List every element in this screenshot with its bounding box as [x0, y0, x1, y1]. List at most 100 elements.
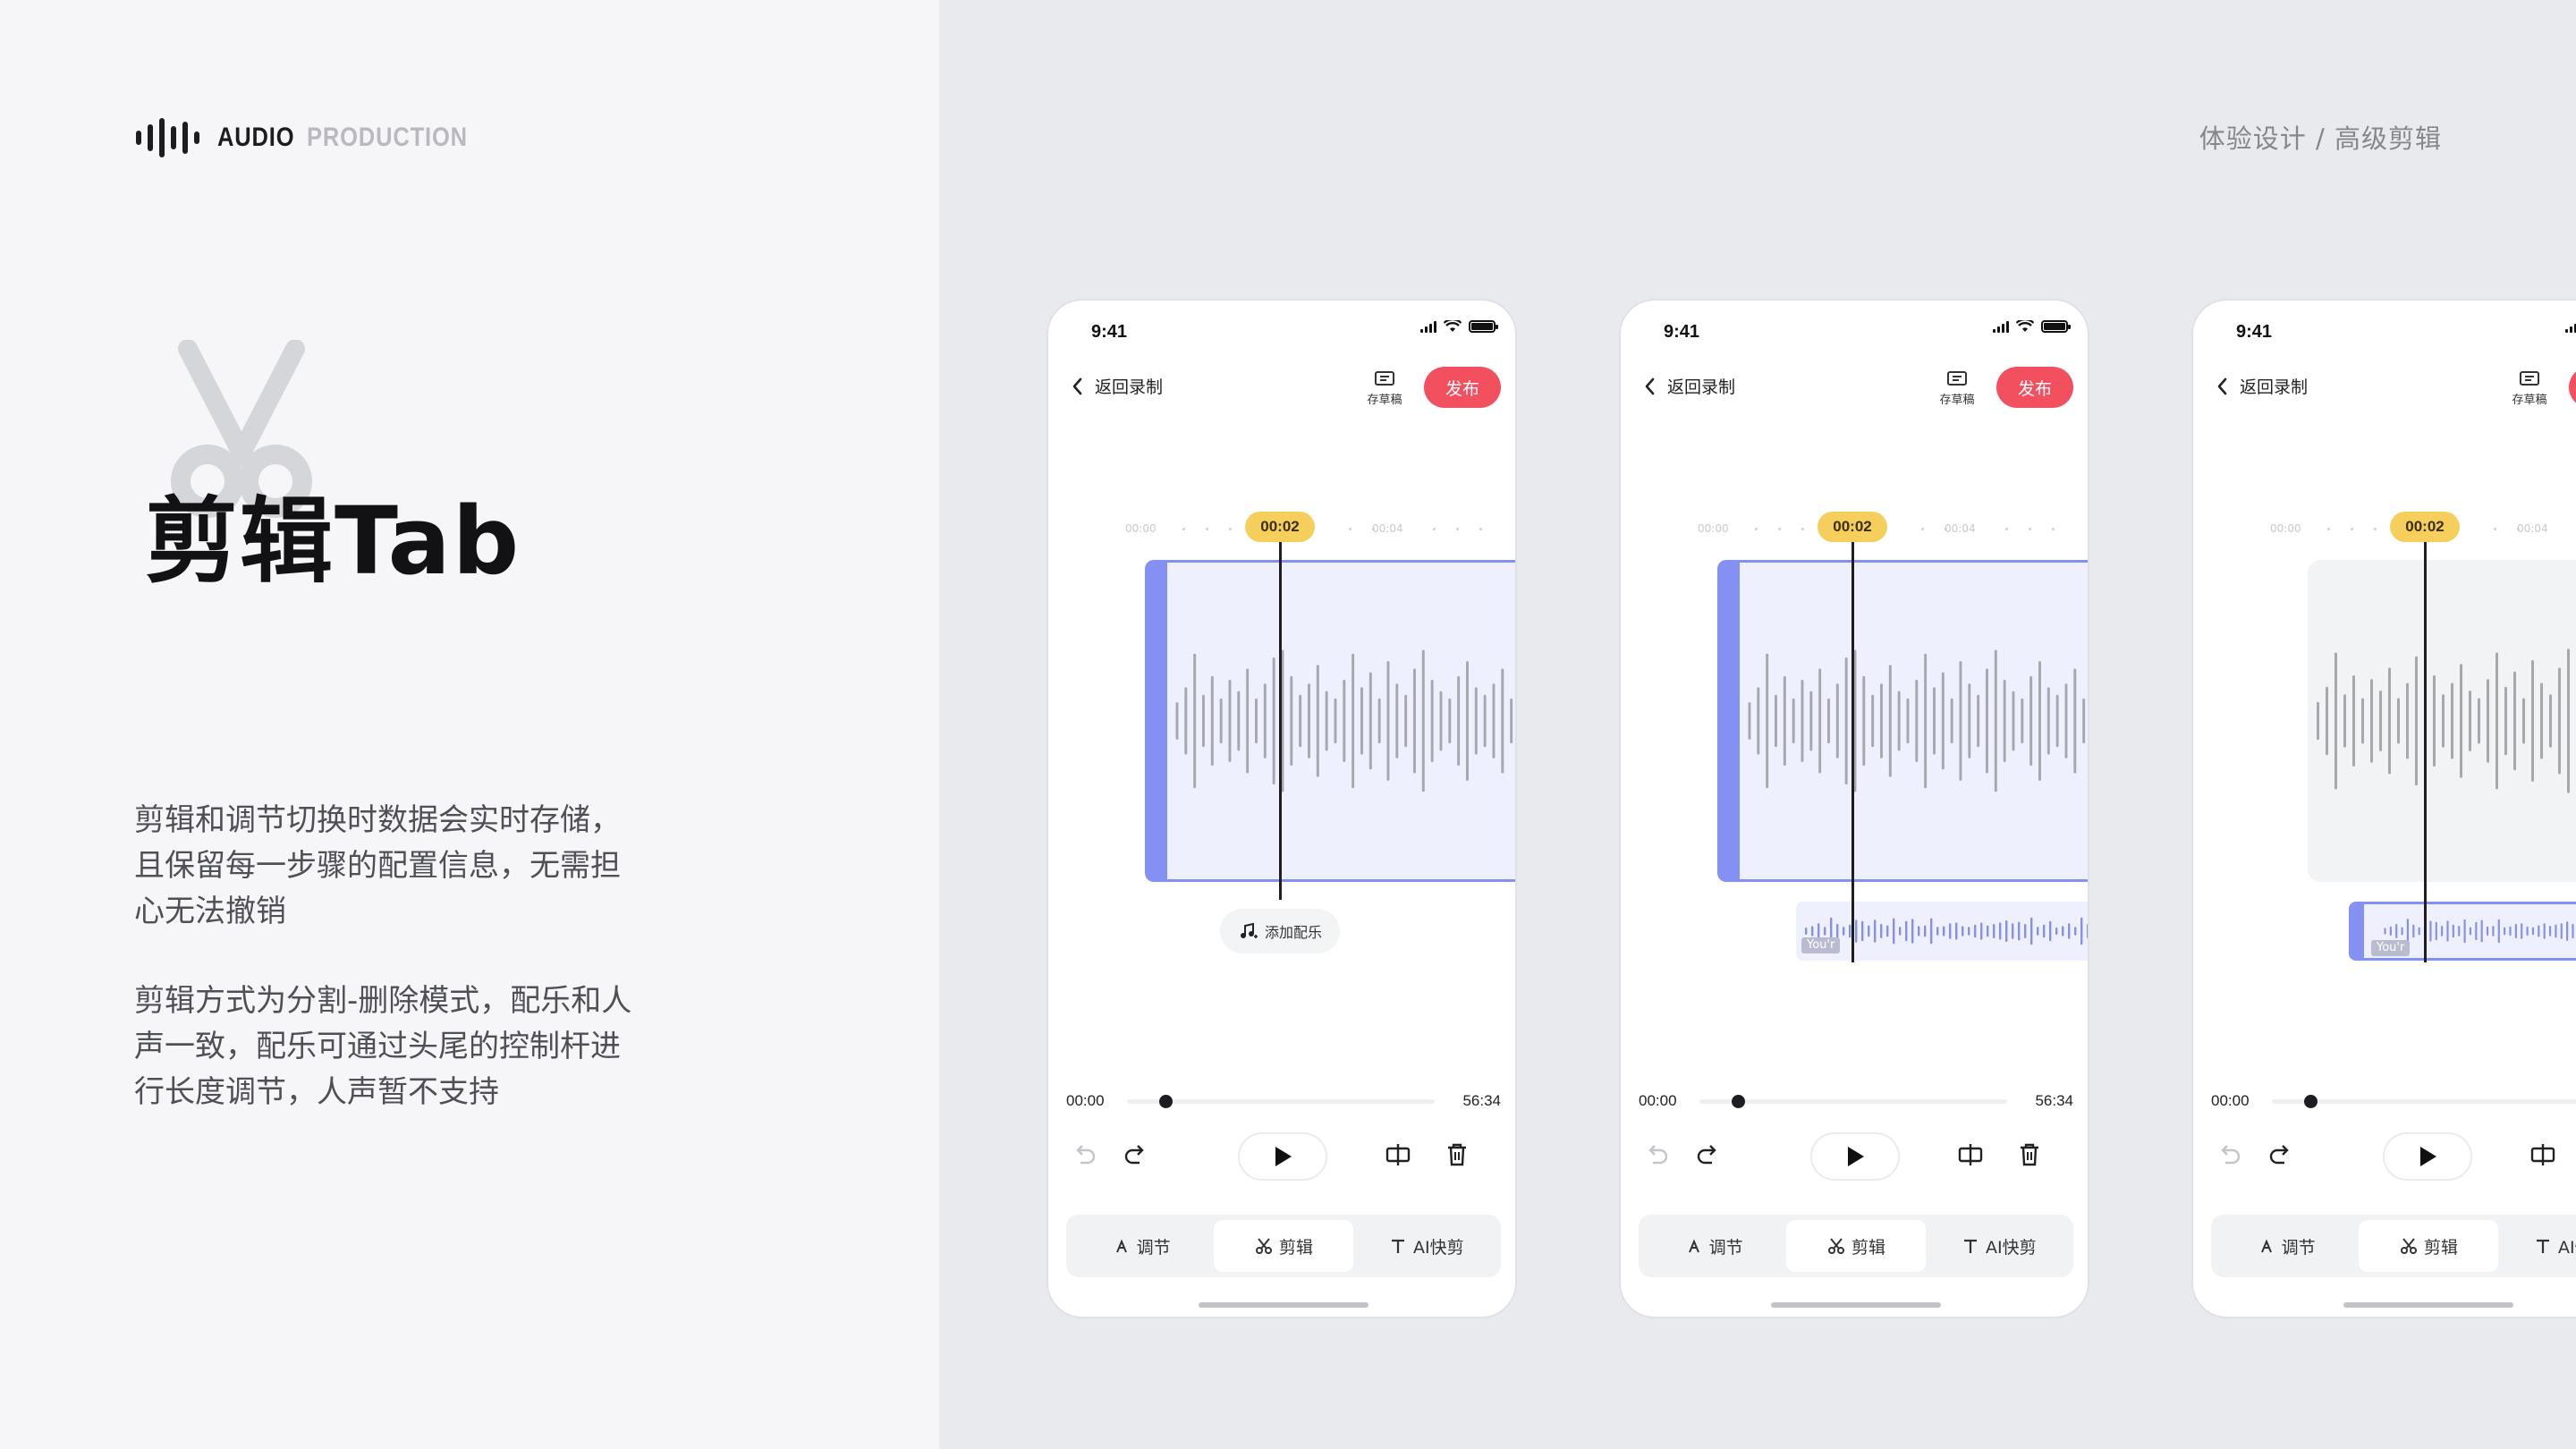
draft-icon [2520, 371, 2539, 386]
mode-tabs: 调节 剪辑 AI快剪 [2211, 1215, 2576, 1277]
draft-label: 存草稿 [2512, 394, 2547, 407]
voice-clip[interactable] [1145, 560, 1515, 882]
delete-icon[interactable] [1442, 1140, 1472, 1170]
ruler-tick: 00:00 [2270, 522, 2301, 535]
tab-adjust[interactable]: 调节 [1644, 1220, 1783, 1272]
clip-handle[interactable] [1148, 563, 1167, 879]
draft-icon [1375, 371, 1394, 386]
clip-handle[interactable] [1720, 563, 1740, 879]
split-icon[interactable] [1383, 1140, 1413, 1170]
breadcrumb: 体验设计 / 高级剪辑 [2199, 123, 2442, 154]
playhead-line[interactable] [1852, 542, 1854, 962]
play-button[interactable] [1810, 1132, 1900, 1181]
wifi-icon [1444, 320, 1462, 332]
progress-bar[interactable]: 00:00 56:34 [2211, 1088, 2576, 1114]
battery-icon [1469, 320, 1498, 333]
adjust-icon [2260, 1239, 2272, 1253]
publish-button[interactable]: 发布 [1996, 367, 2073, 408]
tab-adjust[interactable]: 调节 [1072, 1220, 1210, 1272]
status-bar: 9:41 [1048, 301, 1515, 365]
time-ruler: 00:00 00:04 [2193, 515, 2576, 542]
save-draft-button[interactable]: 存草稿 [1936, 370, 1979, 407]
status-time: 9:41 [1664, 322, 1700, 342]
save-draft-button[interactable]: 存草稿 [2508, 370, 2551, 407]
undo-icon[interactable] [1642, 1140, 1673, 1170]
playhead-line[interactable] [2424, 542, 2427, 962]
split-icon[interactable] [2528, 1140, 2558, 1170]
home-indicator [1771, 1302, 1941, 1308]
back-button[interactable]: 返回录制 [1070, 374, 1163, 398]
publish-button[interactable]: 发布 [2569, 367, 2576, 408]
playhead-time[interactable]: 00:02 [2390, 512, 2460, 542]
delete-icon[interactable] [2014, 1140, 2045, 1170]
scissors-icon [2400, 1238, 2417, 1254]
draft-icon [1947, 371, 1967, 386]
redo-icon[interactable] [1120, 1140, 1150, 1170]
mode-tabs: 调节 剪辑 AI快剪 [1066, 1215, 1501, 1277]
music-track[interactable]: You'r [2349, 902, 2576, 961]
undo-icon[interactable] [2215, 1140, 2245, 1170]
tab-adjust[interactable]: 调节 [2216, 1220, 2355, 1272]
undo-icon[interactable] [1070, 1140, 1100, 1170]
text-icon [1392, 1239, 1405, 1253]
redo-icon[interactable] [1692, 1140, 1723, 1170]
navbar: 返回录制 存草稿 发布 [2193, 363, 2576, 417]
phone-screen-1: 9:41 返回录制 存草稿 发布 00:00 00:04 00:02 添加配乐 [1046, 299, 1517, 1318]
music-waveform [2384, 919, 2574, 944]
time-ruler: 00:00 00:04 [1621, 515, 2088, 542]
home-indicator [2343, 1302, 2513, 1308]
progress-bar[interactable]: 00:00 56:34 [1639, 1088, 2073, 1114]
music-note-icon [1241, 922, 1258, 938]
progress-knob[interactable] [1732, 1095, 1745, 1108]
play-button[interactable] [2383, 1132, 2472, 1181]
back-button[interactable]: 返回录制 [2215, 374, 2308, 398]
mode-tabs: 调节 剪辑 AI快剪 [1639, 1215, 2073, 1277]
track-tag: You'r [2371, 940, 2411, 956]
edit-controls [1048, 1123, 1515, 1186]
phone-screen-2: 9:41 返回录制 存草稿 发布 00:00 00:04 00:02 You'r [1619, 299, 2089, 1318]
split-icon[interactable] [1955, 1140, 1986, 1170]
brand-secondary: PRODUCTION [306, 123, 468, 152]
home-indicator [1199, 1302, 1368, 1308]
progress-end: 56:34 [1462, 1092, 1501, 1109]
progress-start: 00:00 [1066, 1092, 1105, 1109]
voice-waveform [1175, 649, 1513, 792]
chevron-left-icon [1645, 377, 1655, 394]
playhead-time[interactable]: 00:02 [1818, 512, 1887, 542]
redo-icon[interactable] [2265, 1140, 2295, 1170]
play-icon [1275, 1147, 1292, 1166]
publish-button[interactable]: 发布 [1424, 367, 1501, 408]
battery-icon [2041, 320, 2071, 333]
status-time: 9:41 [1091, 322, 1128, 342]
tab-ai-edit[interactable]: AI快剪 [1929, 1220, 2068, 1272]
progress-bar[interactable]: 00:00 56:34 [1066, 1088, 1501, 1114]
ruler-tick: 00:00 [1698, 522, 1729, 535]
progress-knob[interactable] [2304, 1095, 2318, 1108]
navbar: 返回录制 存草稿 发布 [1621, 363, 2088, 417]
waveform-icon [136, 118, 199, 157]
save-draft-button[interactable]: 存草稿 [1363, 370, 1406, 407]
tab-ai-edit[interactable]: AI快剪 [1357, 1220, 1496, 1272]
progress-start: 00:00 [1639, 1092, 1677, 1109]
play-icon [1848, 1147, 1864, 1166]
tab-ai-edit[interactable]: AI快剪 [2502, 1220, 2576, 1272]
brand-logo: AUDIO PRODUCTION [136, 118, 496, 157]
voice-waveform [1748, 649, 2086, 792]
back-button[interactable]: 返回录制 [1642, 374, 1735, 398]
back-label: 返回录制 [1095, 377, 1164, 397]
music-track[interactable]: You'r [1796, 902, 2088, 961]
play-button[interactable] [1238, 1132, 1327, 1181]
voice-clip[interactable] [2308, 560, 2576, 882]
tab-edit[interactable]: 剪辑 [2359, 1220, 2498, 1272]
tab-edit[interactable]: 剪辑 [1214, 1220, 1353, 1272]
status-time: 9:41 [2236, 322, 2273, 342]
progress-knob[interactable] [1159, 1095, 1173, 1108]
draft-label: 存草稿 [1939, 394, 1975, 407]
ruler-tick: 00:04 [1372, 522, 1403, 535]
voice-clip[interactable] [1717, 560, 2088, 882]
add-music-button[interactable]: 添加配乐 [1220, 909, 1341, 953]
tab-edit[interactable]: 剪辑 [1786, 1220, 1926, 1272]
playhead-line[interactable] [1279, 542, 1282, 900]
playhead-time[interactable]: 00:02 [1245, 512, 1315, 542]
play-icon [2420, 1147, 2436, 1166]
